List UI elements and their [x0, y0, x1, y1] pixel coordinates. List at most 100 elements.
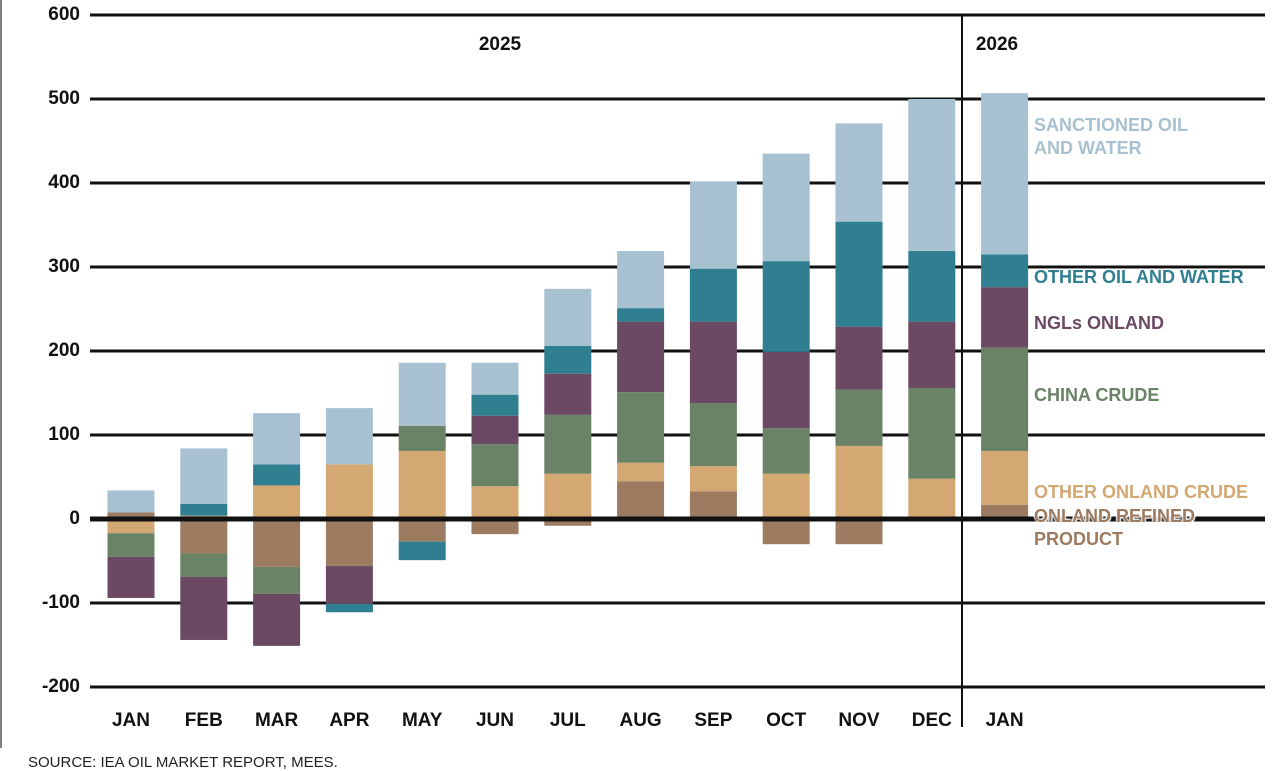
bar-segment — [617, 481, 665, 519]
bar-segment — [471, 486, 519, 519]
x-tick-label: JUN — [476, 710, 514, 731]
bar-segment — [253, 485, 301, 519]
x-tick-label: FEB — [185, 710, 223, 731]
bar-segment — [981, 504, 1029, 519]
bar-segment — [617, 462, 665, 482]
bar-segment — [689, 268, 737, 322]
bar-segment — [107, 519, 155, 534]
bar-segment — [981, 287, 1029, 348]
bar-segment — [325, 566, 373, 604]
bar-segment — [835, 389, 883, 446]
bar-segment — [253, 413, 301, 465]
bar-segment — [981, 93, 1029, 255]
y-tick-label: 300 — [48, 256, 80, 277]
bar-segment — [253, 519, 301, 567]
bar-segment — [908, 387, 956, 479]
bar-segment — [689, 321, 737, 404]
legend-label: CHINA CRUDE — [1034, 385, 1160, 405]
bar-segment — [762, 153, 810, 262]
year-label: 2026 — [976, 34, 1018, 55]
x-tick-label: DEC — [912, 710, 952, 731]
bar-segment — [689, 403, 737, 467]
x-tick-label: JAN — [112, 710, 150, 731]
bar-segment — [398, 362, 446, 426]
bar-segment — [762, 351, 810, 429]
bar-segment — [544, 373, 592, 415]
x-tick-label: MAR — [255, 710, 299, 731]
bar-segment — [107, 490, 155, 513]
bar-segment — [180, 576, 228, 640]
bar-segment — [325, 408, 373, 465]
bar-segment — [689, 491, 737, 519]
bar-segment — [762, 261, 810, 352]
bar-segment — [180, 519, 228, 554]
bar-segment — [471, 362, 519, 395]
bar-segment — [544, 519, 592, 526]
bar-segment — [835, 123, 883, 222]
x-tick-label: JAN — [986, 710, 1024, 731]
y-tick-label: 600 — [48, 4, 80, 25]
bar-segment — [617, 308, 665, 322]
bar-segment — [544, 345, 592, 374]
y-tick-label: 100 — [48, 424, 80, 445]
bar-segment — [762, 473, 810, 519]
bar-segment — [107, 533, 155, 557]
y-tick-label: -100 — [42, 592, 80, 613]
x-tick-label: NOV — [838, 710, 880, 731]
legend-label: SANCTIONED OIL AND WATER — [1034, 115, 1188, 158]
bar-segment — [325, 519, 373, 567]
bar-segment — [325, 464, 373, 519]
bar-segment — [908, 321, 956, 388]
x-tick-label: APR — [329, 710, 369, 731]
legend-label: NGLs ONLAND — [1034, 313, 1164, 333]
y-tick-label: -200 — [42, 676, 80, 697]
x-tick-label: OCT — [766, 710, 807, 731]
bar-segment — [398, 519, 446, 542]
bar-segment — [107, 556, 155, 598]
bar-segment — [617, 251, 665, 309]
bar-segment — [180, 503, 228, 516]
legend-label: OTHER ONLAND CRUDE — [1034, 482, 1248, 502]
x-tick-label: JUL — [550, 710, 586, 731]
bar-segment — [471, 415, 519, 445]
bar-segment — [544, 473, 592, 519]
bar-segment — [835, 326, 883, 390]
legend-label: ONLAND REFINED PRODUCT — [1034, 506, 1195, 549]
y-tick-label: 0 — [69, 508, 80, 529]
bar-segment — [544, 288, 592, 346]
bar-segment — [617, 321, 665, 393]
x-tick-label: MAY — [402, 710, 443, 731]
bar-segment — [544, 414, 592, 474]
bar-segment — [471, 519, 519, 535]
bar-segment — [471, 394, 519, 416]
year-label: 2025 — [479, 34, 522, 55]
bar-segment — [981, 450, 1029, 505]
bar-segment — [981, 254, 1029, 288]
bar-segment — [253, 464, 301, 486]
source: SOURCE: IEA OIL MARKET REPORT, MEES. — [28, 754, 338, 771]
legend-label: OTHER OIL AND WATER — [1034, 267, 1244, 287]
bar-segment — [981, 347, 1029, 451]
bar-segment — [762, 428, 810, 474]
bar-segment — [689, 466, 737, 492]
bar-segment — [908, 478, 956, 519]
bar-segment — [835, 445, 883, 519]
bar-segment — [398, 450, 446, 519]
bar-segment — [107, 512, 155, 519]
bar-segment — [617, 392, 665, 463]
bar-segment — [253, 566, 301, 594]
bar-segment — [471, 444, 519, 487]
x-tick-label: AUG — [619, 710, 661, 731]
bar-segment — [325, 603, 373, 613]
y-tick-label: 200 — [48, 340, 80, 361]
y-tick-label: 500 — [48, 88, 80, 109]
bar-segment — [908, 251, 956, 322]
x-tick-label: SEP — [694, 710, 732, 731]
bar-segment — [180, 553, 228, 577]
bar-segment — [253, 593, 301, 646]
bar-segment — [398, 541, 446, 561]
bar-segment — [835, 221, 883, 327]
bar-segment — [398, 425, 446, 451]
